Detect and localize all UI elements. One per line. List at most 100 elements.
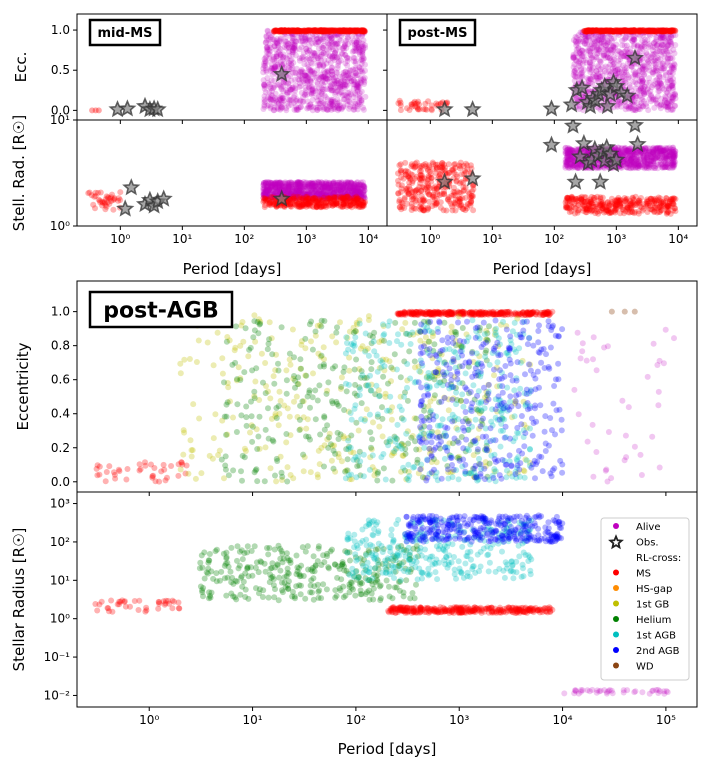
data-point	[336, 102, 343, 109]
data-point	[314, 66, 321, 73]
data-point	[600, 28, 607, 35]
data-point	[277, 27, 284, 34]
data-point	[308, 91, 315, 98]
data-point	[630, 107, 637, 114]
data-point	[88, 192, 95, 199]
data-point	[590, 64, 597, 71]
data-point	[638, 75, 645, 82]
data-point	[310, 186, 316, 193]
data-point	[265, 180, 272, 187]
data-point	[635, 208, 642, 215]
data-point	[296, 28, 303, 35]
data-point	[305, 64, 312, 71]
data-point	[353, 187, 360, 194]
data-point	[597, 76, 604, 83]
data-point	[321, 188, 328, 195]
data-point	[626, 35, 633, 42]
data-point	[658, 42, 665, 48]
data-point	[622, 27, 629, 34]
data-point	[577, 38, 584, 45]
data-point	[333, 200, 340, 207]
data-point	[628, 29, 635, 36]
data-point	[664, 89, 671, 96]
data-point	[670, 93, 677, 100]
data-point	[264, 196, 271, 203]
data-point	[610, 43, 616, 50]
data-point	[288, 60, 294, 67]
data-point	[335, 187, 342, 194]
data-point	[664, 43, 671, 50]
data-point	[667, 55, 674, 62]
data-point	[327, 184, 334, 191]
data-point	[359, 204, 365, 210]
data-point	[305, 181, 312, 188]
data-point	[310, 28, 317, 35]
data-point	[309, 75, 316, 82]
data-point	[353, 33, 360, 40]
data-point	[324, 199, 331, 206]
data-point	[631, 33, 638, 40]
data-point	[635, 72, 642, 79]
data-point	[592, 73, 599, 80]
data-point	[664, 55, 671, 62]
data-point	[338, 50, 345, 57]
data-point	[262, 192, 269, 199]
data-point	[589, 54, 596, 61]
data-point	[635, 158, 642, 165]
data-point	[287, 28, 293, 35]
data-point	[304, 192, 311, 198]
data-point	[295, 106, 302, 113]
data-point	[655, 41, 662, 47]
data-point	[357, 27, 364, 34]
data-point	[360, 183, 367, 190]
data-point	[351, 187, 358, 194]
data-point	[641, 83, 648, 90]
data-point	[287, 27, 294, 34]
data-point	[280, 79, 287, 86]
data-point	[351, 198, 358, 204]
data-point	[274, 28, 281, 35]
data-point	[584, 27, 591, 34]
data-point	[668, 41, 675, 47]
data-point	[328, 35, 335, 42]
data-point	[272, 95, 279, 101]
data-point	[315, 39, 322, 46]
data-point	[262, 192, 269, 199]
data-point	[313, 191, 320, 198]
data-point	[333, 193, 340, 200]
data-point	[293, 199, 300, 206]
data-point	[270, 54, 277, 60]
data-point	[322, 187, 329, 194]
data-point	[639, 69, 646, 76]
data-point	[649, 145, 656, 152]
data-point	[658, 31, 665, 38]
data-point	[331, 190, 337, 197]
data-point	[326, 184, 333, 191]
data-point	[359, 194, 366, 201]
data-point	[585, 27, 592, 34]
data-point	[304, 49, 311, 56]
data-point	[345, 180, 352, 187]
data-point	[358, 192, 365, 198]
data-point	[623, 103, 630, 110]
data-point	[343, 203, 350, 210]
data-point	[312, 188, 319, 195]
data-point	[354, 197, 361, 204]
data-point	[292, 197, 299, 204]
data-point	[626, 82, 633, 88]
data-point	[667, 73, 674, 79]
data-point	[305, 27, 312, 34]
data-point	[307, 192, 314, 199]
data-point	[339, 194, 346, 201]
data-point	[347, 67, 354, 74]
data-point	[344, 195, 351, 202]
data-point	[284, 89, 291, 96]
data-point	[362, 198, 369, 205]
data-point	[344, 54, 350, 61]
data-point	[315, 55, 322, 62]
data-point	[296, 188, 303, 195]
data-point	[354, 28, 360, 35]
data-point	[273, 96, 280, 103]
data-point	[339, 194, 346, 201]
data-point	[321, 92, 328, 99]
